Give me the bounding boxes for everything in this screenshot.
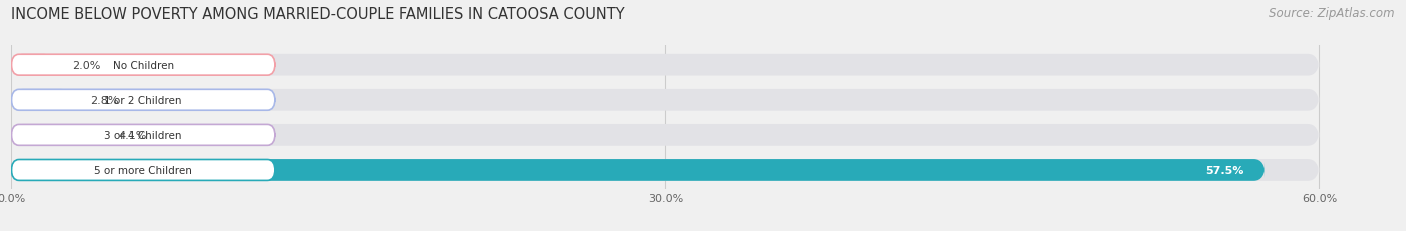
Text: 2.0%: 2.0% <box>72 61 101 70</box>
FancyBboxPatch shape <box>11 55 276 76</box>
FancyBboxPatch shape <box>11 55 1319 76</box>
FancyBboxPatch shape <box>11 125 276 146</box>
Text: 2.8%: 2.8% <box>90 95 118 105</box>
FancyBboxPatch shape <box>11 159 1265 181</box>
Text: No Children: No Children <box>112 61 174 70</box>
Text: 5 or more Children: 5 or more Children <box>94 165 193 175</box>
Text: 4.1%: 4.1% <box>118 130 146 140</box>
FancyBboxPatch shape <box>11 159 1319 181</box>
FancyBboxPatch shape <box>11 90 276 111</box>
Text: Source: ZipAtlas.com: Source: ZipAtlas.com <box>1270 7 1395 20</box>
Text: INCOME BELOW POVERTY AMONG MARRIED-COUPLE FAMILIES IN CATOOSA COUNTY: INCOME BELOW POVERTY AMONG MARRIED-COUPL… <box>11 7 624 22</box>
FancyBboxPatch shape <box>11 125 1319 146</box>
FancyBboxPatch shape <box>11 125 101 146</box>
FancyBboxPatch shape <box>11 160 276 181</box>
FancyBboxPatch shape <box>11 90 1319 111</box>
Text: 3 or 4 Children: 3 or 4 Children <box>104 130 181 140</box>
Text: 1 or 2 Children: 1 or 2 Children <box>104 95 181 105</box>
FancyBboxPatch shape <box>11 90 72 111</box>
Text: 57.5%: 57.5% <box>1205 165 1243 175</box>
FancyBboxPatch shape <box>11 55 55 76</box>
